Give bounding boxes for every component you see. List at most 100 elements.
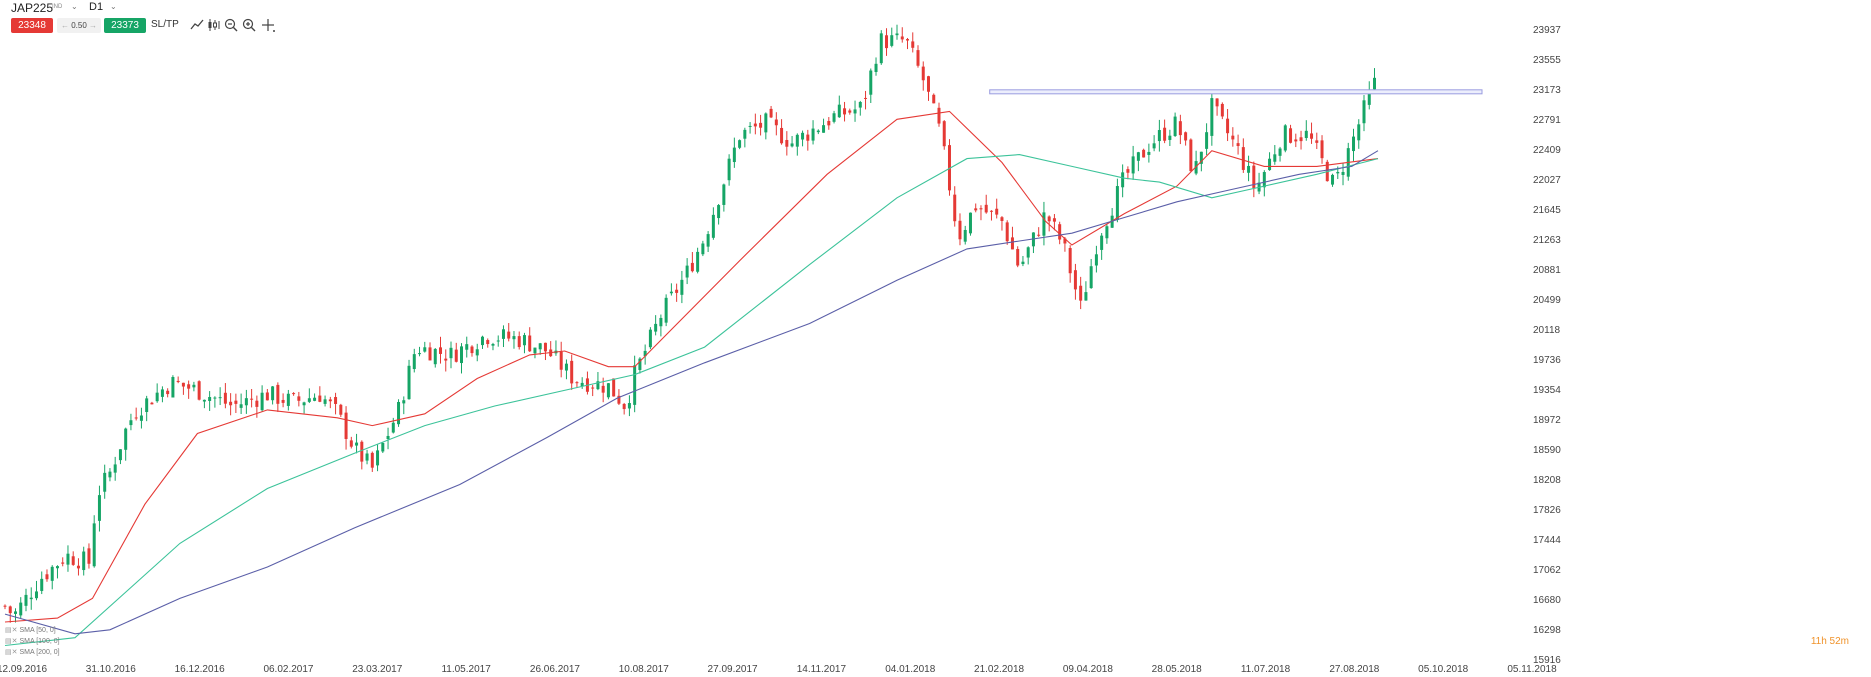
candle-body [738,140,742,148]
spread-value: 0.50 [71,21,87,30]
legend-sma50[interactable]: ▤✕ SMA [50, 0] [5,627,56,634]
candle-body [460,346,464,364]
sell-button[interactable]: 23348 [11,18,53,33]
candle-body [974,208,978,211]
candle-body [669,291,673,294]
x-tick-label: 21.02.2018 [974,664,1024,675]
y-tick-label: 21263 [1533,235,1561,246]
timeframe-selector[interactable]: D1 [89,1,104,13]
x-tick-label: 11.07.2018 [1241,664,1291,675]
candle-body [45,574,49,580]
candle-body [1373,77,1377,90]
symbol-chevron-down-icon[interactable]: ⌄ [71,2,78,11]
candle-body [271,386,275,401]
close-icon[interactable]: ▤✕ [5,649,18,656]
candle-body [376,450,380,466]
candle-body [1026,247,1030,258]
candle-body [19,602,23,616]
zoom-in-icon[interactable] [241,17,257,33]
y-tick-label: 23555 [1533,55,1561,66]
y-tick-label: 15916 [1533,655,1561,666]
candle-body [470,346,474,354]
candle-body [1320,140,1324,159]
candle-body [921,66,925,81]
candle-body [722,184,726,205]
candle-body [1247,165,1251,173]
x-tick-label: 09.04.2018 [1063,664,1113,675]
candle-body [900,36,904,40]
candle-body [475,349,479,356]
candle-body [517,336,521,348]
candle-body [365,453,369,461]
candle-body [118,449,122,461]
y-tick-label: 16680 [1533,595,1561,606]
candle-body [822,125,826,133]
spread-display: ← 0.50 → [57,18,101,33]
candle-body [113,464,117,473]
candle-body [34,591,38,599]
candle-body [591,387,595,389]
candle-body [942,121,946,147]
candle-body [806,134,810,141]
candle-body [685,265,689,278]
candle-body [108,471,112,478]
x-tick-label: 31.10.2016 [86,664,136,675]
close-icon[interactable]: ▤✕ [5,627,18,634]
candle-body [979,208,983,210]
candle-body [522,335,526,346]
candle-body [1357,124,1361,141]
sltp-button[interactable]: SL/TP [151,19,179,30]
candle-body [250,398,254,400]
candle-body [1362,100,1366,124]
candle-body [570,360,574,384]
symbol-name[interactable]: JAP225 [11,1,54,15]
candle-body [318,395,322,402]
candle-body [811,128,815,141]
candle-body [40,578,44,591]
legend-sma100[interactable]: ▤✕ SMA [100, 0] [5,638,60,645]
candle-body [801,132,805,140]
x-tick-label: 27.09.2017 [708,664,758,675]
x-tick-label: 05.10.2018 [1418,664,1468,675]
candle-body [732,147,736,163]
candle-body [895,33,899,36]
candle-body [1189,139,1193,172]
candle-body [501,329,505,339]
sma100-line [4,154,1379,647]
candle-body [328,399,332,402]
buy-button[interactable]: 23373 [104,18,146,33]
candle-body [76,565,80,569]
candle-body [176,380,180,382]
candle-body [1367,89,1371,105]
candle-body [202,399,206,402]
candles-icon[interactable] [206,17,222,33]
x-tick-label: 28.05.2018 [1152,664,1202,675]
candle-body [995,208,999,215]
candle-body [234,400,238,404]
candle-body [654,323,658,332]
candle-body [29,597,33,600]
candle-body [1294,139,1298,142]
candle-body [869,70,873,95]
candle-body [323,399,327,404]
candle-body [360,441,364,462]
close-icon[interactable]: ▤✕ [5,638,18,645]
candle-body [134,417,138,419]
candle-body [239,404,243,408]
candle-body [1241,147,1245,170]
legend-sma200[interactable]: ▤✕ SMA [200, 0] [5,649,60,656]
zoom-out-icon[interactable] [223,17,239,33]
line-chart-icon[interactable] [189,17,205,33]
candle-body [218,397,222,399]
candle-body [1273,154,1277,162]
candle-body [1063,238,1067,244]
crosshair-icon[interactable] [260,17,276,33]
candle-body [1079,285,1083,301]
candle-body [711,214,715,238]
candle-body [1352,136,1356,152]
timeframe-chevron-down-icon[interactable]: ⌄ [110,2,117,11]
candle-body [1336,171,1340,174]
candle-body [391,422,395,433]
candle-body [795,134,799,147]
